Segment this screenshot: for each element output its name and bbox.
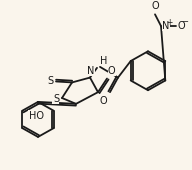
Text: O: O: [177, 21, 185, 31]
Text: O: O: [151, 1, 159, 11]
Text: N: N: [162, 21, 169, 31]
Text: +: +: [166, 18, 172, 27]
Text: O: O: [108, 66, 116, 76]
Text: −: −: [181, 18, 188, 27]
Text: HO: HO: [28, 111, 44, 121]
Text: O: O: [99, 96, 107, 106]
Text: H: H: [100, 56, 107, 66]
Text: N: N: [87, 66, 95, 76]
Text: S: S: [53, 94, 59, 104]
Text: S: S: [48, 76, 54, 87]
